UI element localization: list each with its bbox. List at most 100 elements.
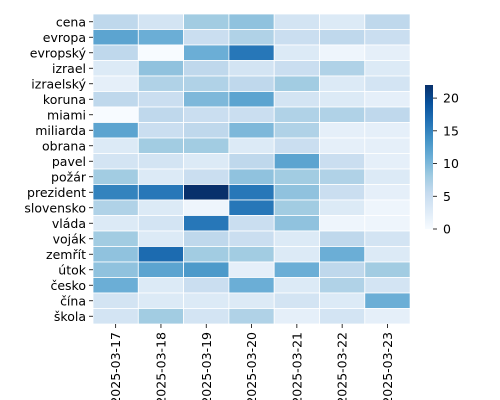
heatmap-cell [319, 75, 366, 92]
heatmap-cell [319, 168, 366, 185]
heatmap-cell [273, 75, 320, 92]
x-tick-label: 2025-03-22 [335, 332, 350, 400]
heatmap-cell [319, 60, 366, 77]
x-tick-label: 2025-03-23 [380, 332, 395, 400]
heatmap-cell [183, 261, 230, 278]
heatmap-cell [273, 60, 320, 77]
heatmap-cell [228, 75, 275, 92]
heatmap-cell [137, 75, 185, 92]
heatmap-cell [92, 184, 139, 201]
heatmap-cell [183, 215, 230, 232]
y-tick-label: koruna [43, 92, 86, 107]
heatmap-cell [228, 292, 275, 309]
heatmap-cell [228, 277, 275, 294]
heatmap-cell [137, 308, 185, 325]
x-tick-label: 2025-03-18 [153, 332, 168, 400]
heatmap-cell [137, 168, 185, 185]
heatmap-cell [228, 44, 275, 61]
y-tick-label: voják [53, 231, 87, 246]
heatmap-cell [228, 308, 275, 325]
heatmap-cell [273, 261, 320, 278]
colorbar: 0 5 10 15 20 [425, 85, 459, 237]
y-tick-label: evropa [43, 30, 86, 45]
heatmap-cell [92, 277, 139, 294]
heatmap-cell [183, 292, 230, 309]
heatmap-cell [137, 44, 185, 61]
y-tick-label: útok [58, 262, 86, 277]
heatmap-cell [228, 60, 275, 77]
heatmap-cell [364, 292, 411, 309]
heatmap-cell [183, 29, 230, 46]
heatmap-cell [364, 75, 411, 92]
heatmap-cell [228, 230, 275, 247]
heatmap-cell [183, 106, 230, 123]
heatmap-cell [273, 122, 320, 139]
heatmap-cell [319, 308, 366, 325]
heatmap-cell [319, 246, 366, 263]
heatmap-cell [319, 44, 366, 61]
heatmap-cell [364, 44, 411, 61]
heatmap-cell [183, 60, 230, 77]
heatmap-cell [183, 153, 230, 170]
heatmap-cell [137, 215, 185, 232]
y-tick-label: pavel [52, 154, 86, 169]
colorbar-tick-label: 20 [443, 91, 459, 106]
heatmap-cell [137, 122, 185, 139]
heatmap-cell [137, 277, 185, 294]
heatmap-cell [364, 184, 411, 201]
heatmap-cell [273, 184, 320, 201]
heatmap-cell [319, 199, 366, 216]
heatmap-cell [183, 75, 230, 92]
heatmap-cell [273, 308, 320, 325]
heatmap-cell [92, 199, 139, 216]
heatmap-cell [273, 13, 320, 30]
heatmap-cell [92, 168, 139, 185]
heatmap-cell [273, 137, 320, 154]
heatmap-cell [319, 122, 366, 139]
heatmap-cell [364, 199, 411, 216]
heatmap-cell [92, 75, 139, 92]
x-tick-label: 2025-03-20 [244, 332, 259, 400]
heatmap-cell [228, 29, 275, 46]
heatmap-cell [92, 29, 139, 46]
heatmap-cell [273, 215, 320, 232]
colorbar-gradient [425, 85, 433, 229]
heatmap-cell [137, 230, 185, 247]
y-tick-label: cena [56, 14, 86, 29]
heatmap-cell [137, 106, 185, 123]
heatmap-cell [137, 184, 185, 201]
y-tick-label: slovensko [24, 200, 86, 215]
colorbar-tick-label: 15 [443, 123, 459, 138]
heatmap-cell [273, 292, 320, 309]
y-tick-label: požár [51, 169, 87, 184]
heatmap-cell [364, 246, 411, 263]
heatmap-cell [273, 246, 320, 263]
heatmap-cell [364, 230, 411, 247]
heatmap-cell [92, 153, 139, 170]
heatmap-cell [92, 215, 139, 232]
heatmap-cell [273, 153, 320, 170]
heatmap-cell [319, 230, 366, 247]
heatmap-cell [364, 122, 411, 139]
y-tick-labels: cenaevropaevropskýizraelizraelskýkorunam… [24, 14, 93, 324]
heatmap-cell [228, 246, 275, 263]
y-tick-label: izrael [52, 61, 86, 76]
y-tick-label: česko [50, 278, 86, 293]
heatmap-cell [228, 184, 275, 201]
heatmap-cell [364, 137, 411, 154]
heatmap-cell [228, 122, 275, 139]
colorbar-tick-label: 10 [443, 156, 459, 171]
x-tick-label: 2025-03-19 [199, 332, 214, 400]
heatmap-cell [364, 29, 411, 46]
y-tick-label: prezident [27, 185, 86, 200]
heatmap-cell [364, 153, 411, 170]
heatmap-cell [183, 91, 230, 108]
heatmap-cell [273, 29, 320, 46]
heatmap-cell [228, 106, 275, 123]
y-tick-label: vláda [52, 216, 86, 231]
heatmap-cell [92, 308, 139, 325]
heatmap-cell [137, 60, 185, 77]
y-tick-label: izraelský [31, 76, 86, 91]
heatmap-cell [92, 230, 139, 247]
heatmap-cell [92, 137, 139, 154]
